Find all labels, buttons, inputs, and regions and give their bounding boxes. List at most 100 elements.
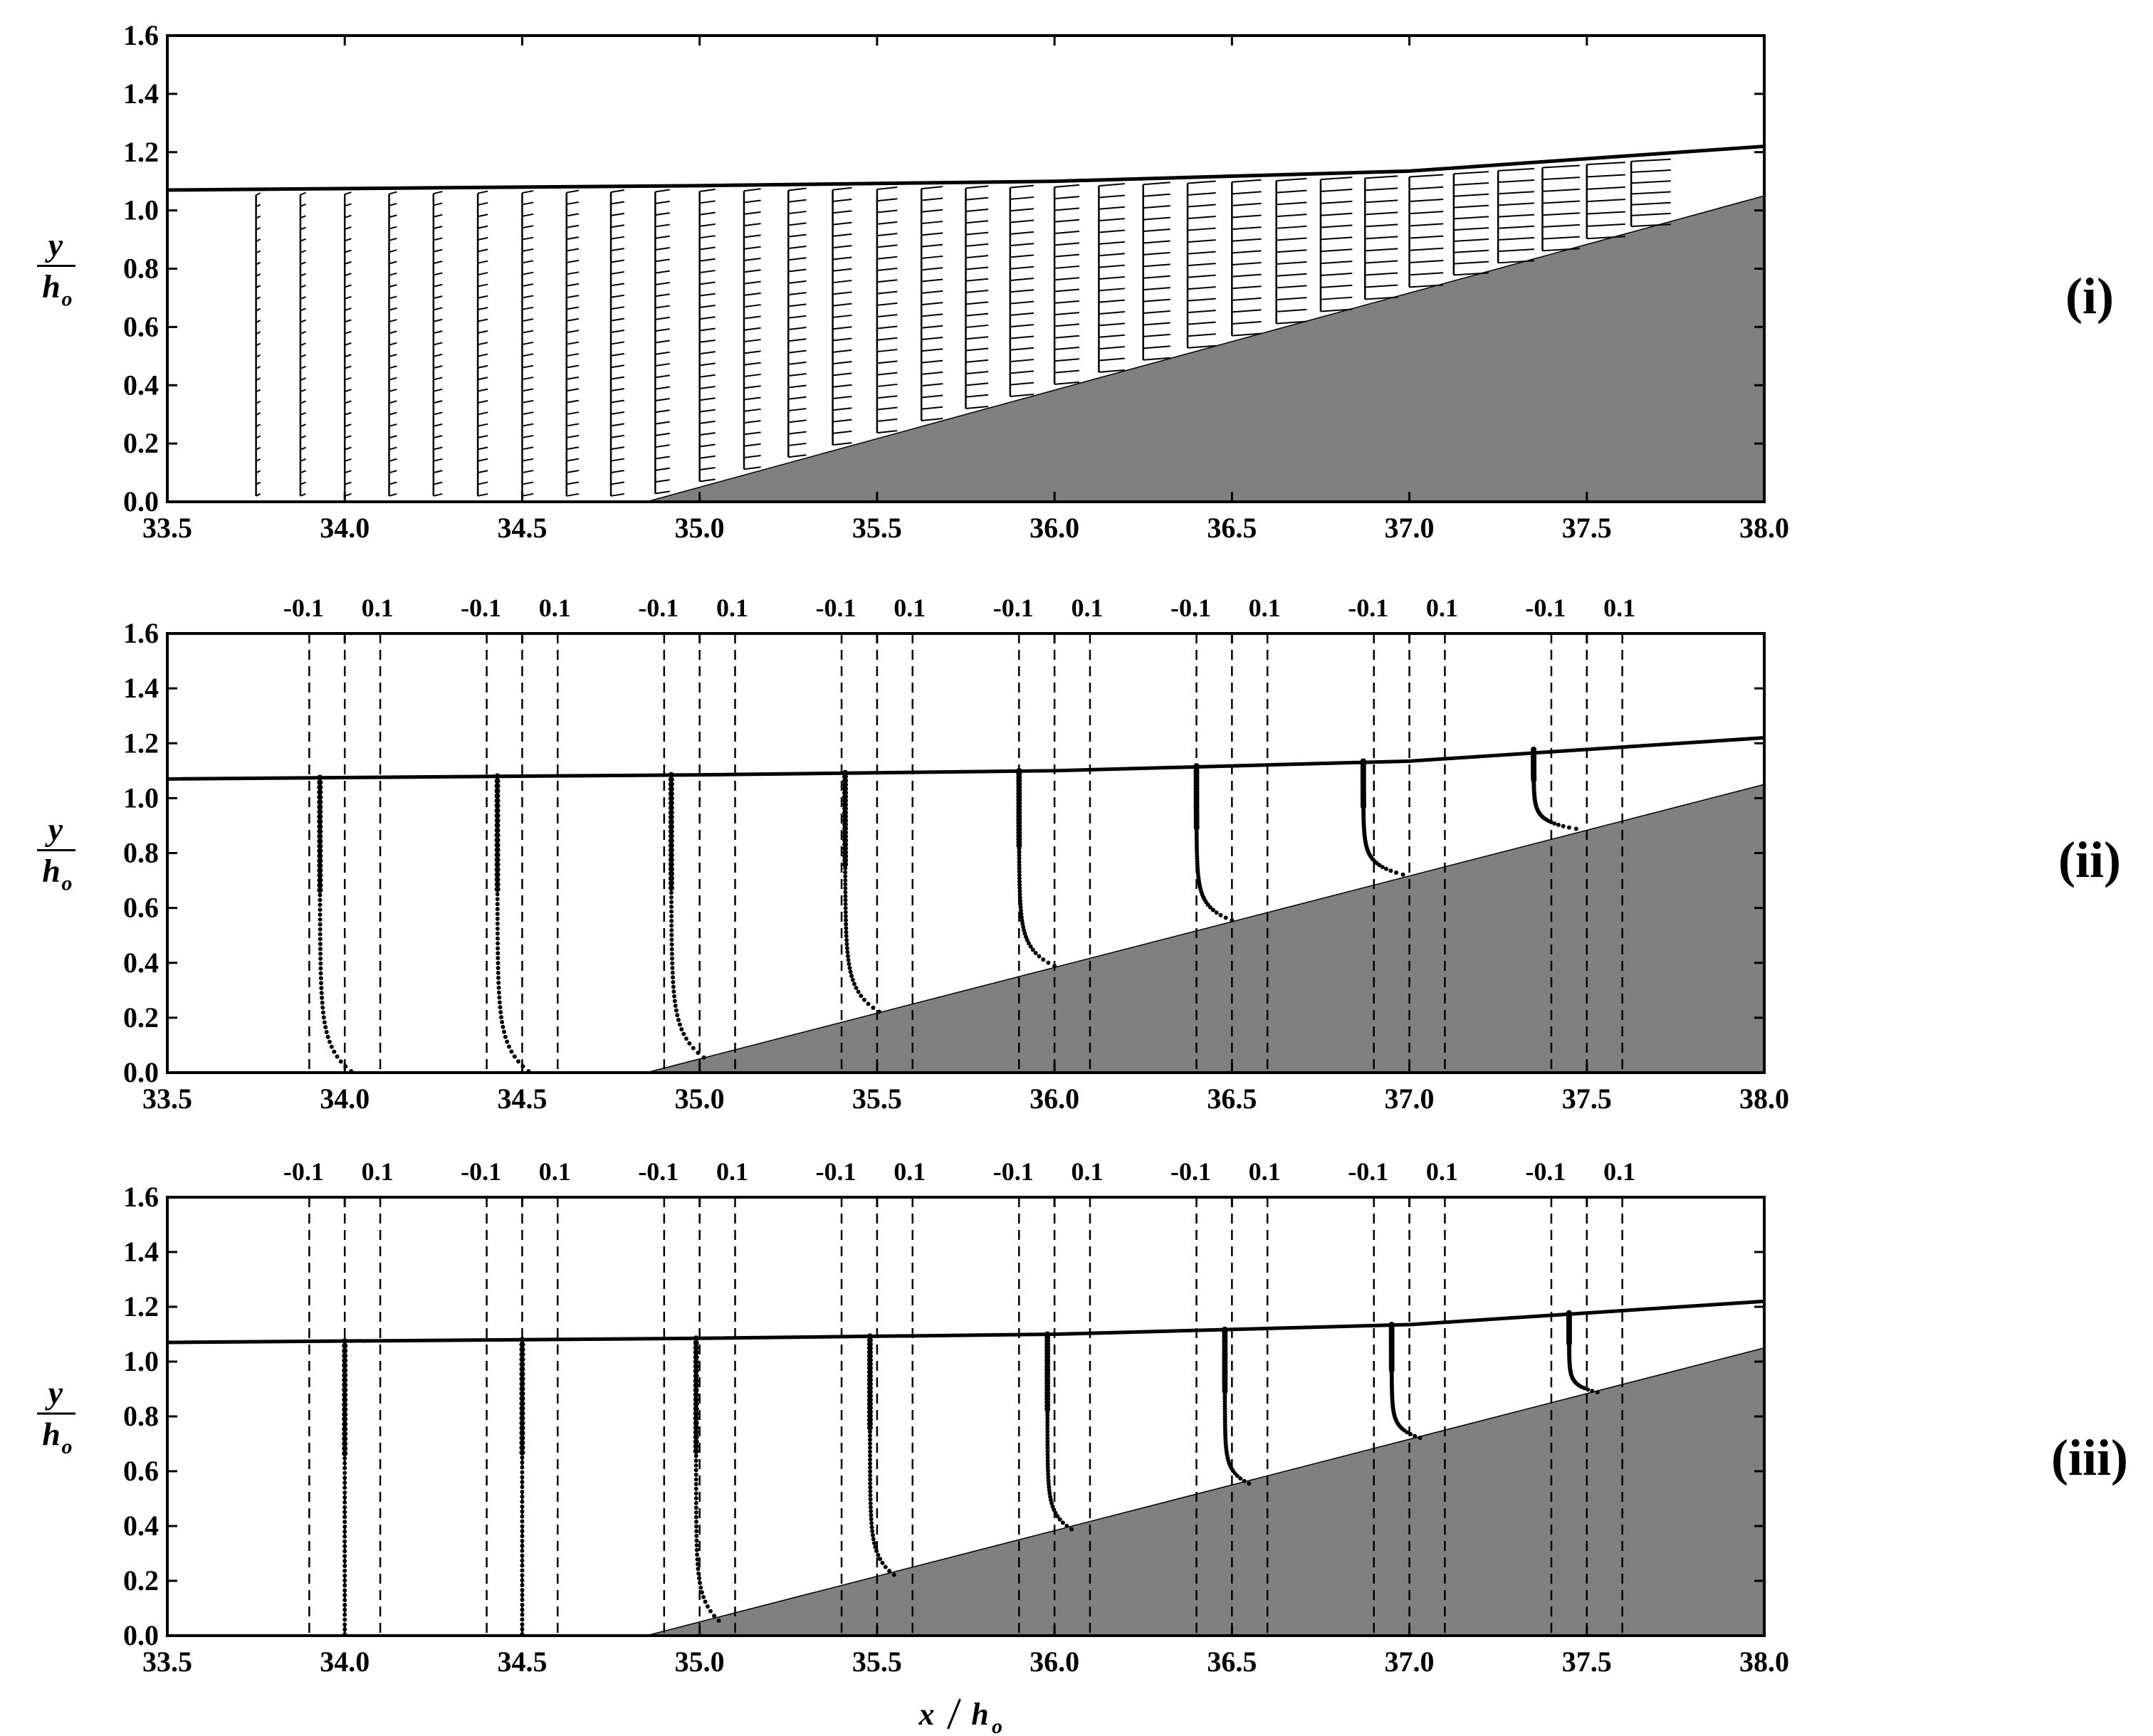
vector-arrow [1010, 300, 1034, 305]
profile-point [1045, 1433, 1050, 1438]
profile-point [318, 947, 323, 952]
vector-arrow [566, 399, 580, 404]
vector-arrow [788, 384, 807, 389]
profile-point [317, 872, 323, 878]
profile-point [673, 1003, 678, 1008]
vector-arrow [433, 295, 443, 300]
profile-point [520, 1514, 525, 1519]
vector-arrow [788, 396, 807, 400]
profile-point [317, 853, 323, 859]
profile-point [868, 1489, 873, 1494]
profile-point [494, 788, 501, 794]
profile-point [342, 1466, 347, 1471]
vector-arrow [699, 420, 716, 424]
vector-arrow [256, 412, 261, 416]
profile-point [676, 1017, 681, 1022]
y-tick-label: 0.2 [123, 1001, 159, 1033]
top-tick-label: -0.1 [1525, 594, 1566, 622]
profile-point [509, 1049, 514, 1054]
vector-arrow [788, 211, 807, 215]
profile-point [500, 1019, 505, 1024]
vector-arrow [699, 351, 716, 355]
vector-arrow [1276, 201, 1307, 206]
vector-arrow [433, 353, 443, 357]
top-tick-label: -0.1 [1348, 1157, 1388, 1186]
vector-arrow [610, 411, 625, 415]
vector-arrow [921, 186, 943, 190]
vector-arrow [477, 272, 488, 276]
vector-arrow [256, 493, 261, 497]
profile-point [318, 917, 323, 922]
x-tick-label: 34.5 [497, 512, 547, 544]
vector-arrow [655, 212, 670, 216]
profile-point [519, 1342, 525, 1348]
profile-point [495, 921, 500, 926]
profile-point [494, 812, 501, 819]
profile-point [693, 1345, 699, 1351]
profile-point [868, 1493, 873, 1498]
vector-arrow [921, 290, 943, 294]
vector-arrow [1453, 261, 1489, 265]
vector-arrow [566, 434, 580, 438]
profile-point [317, 833, 323, 839]
vector-arrow [1010, 184, 1034, 189]
vector-arrow [566, 423, 580, 427]
vector-arrow [522, 190, 534, 194]
vector-arrow [389, 354, 397, 357]
vector-arrow [610, 283, 625, 287]
vector-arrow [256, 204, 261, 208]
vector-arrow [655, 432, 670, 436]
profile-point [1573, 826, 1578, 831]
vector-arrow [832, 396, 852, 399]
vector-arrow [389, 493, 397, 497]
vector-arrow [1365, 296, 1398, 300]
vector-arrow [522, 201, 534, 206]
vector-column [654, 189, 670, 495]
profile-point [866, 1381, 873, 1387]
profile-point [505, 1039, 510, 1044]
vector-arrow [477, 411, 488, 416]
profile-point [495, 936, 500, 941]
vector-arrow [300, 470, 306, 474]
vector-arrow [610, 330, 625, 333]
profile-point [342, 1568, 347, 1573]
profile-point [342, 1607, 347, 1612]
x-tick-label: 35.5 [852, 1646, 902, 1678]
profile-point [670, 961, 675, 966]
profile-point [668, 875, 674, 882]
profile-point [494, 773, 501, 779]
profile-point [317, 779, 323, 786]
vector-arrow [1099, 311, 1125, 315]
vector-arrow [1054, 369, 1079, 374]
profile-point [1230, 917, 1235, 922]
vector-arrow [566, 341, 580, 345]
vector-arrow [300, 400, 306, 404]
vector-arrow [1276, 249, 1307, 253]
profile-point [866, 1401, 873, 1407]
profile-point [866, 1333, 873, 1340]
profile-point [868, 1473, 873, 1478]
profile-point [693, 1472, 698, 1477]
profile-point [668, 786, 674, 792]
profile-point [1018, 908, 1023, 913]
vector-arrow [344, 354, 352, 358]
vector-arrow [433, 400, 443, 404]
profile-point [342, 1421, 348, 1427]
profile-point [317, 824, 323, 830]
profile-point [844, 917, 849, 922]
profile-point [842, 786, 849, 792]
vector-arrow [610, 341, 625, 345]
profile-point [512, 1054, 517, 1059]
y-axis-label-subscript: o [62, 288, 73, 311]
vector-arrow [1232, 238, 1262, 242]
profile-point [519, 1366, 525, 1372]
vector-arrow [743, 466, 761, 470]
profile-point [703, 1599, 708, 1604]
vector-arrow [655, 374, 670, 379]
vector-arrow [1054, 323, 1079, 327]
profile-point [319, 981, 324, 986]
vector-arrow [1453, 204, 1489, 209]
vector-arrow [389, 400, 397, 404]
profile-point [844, 922, 849, 927]
vector-arrow [788, 303, 807, 307]
